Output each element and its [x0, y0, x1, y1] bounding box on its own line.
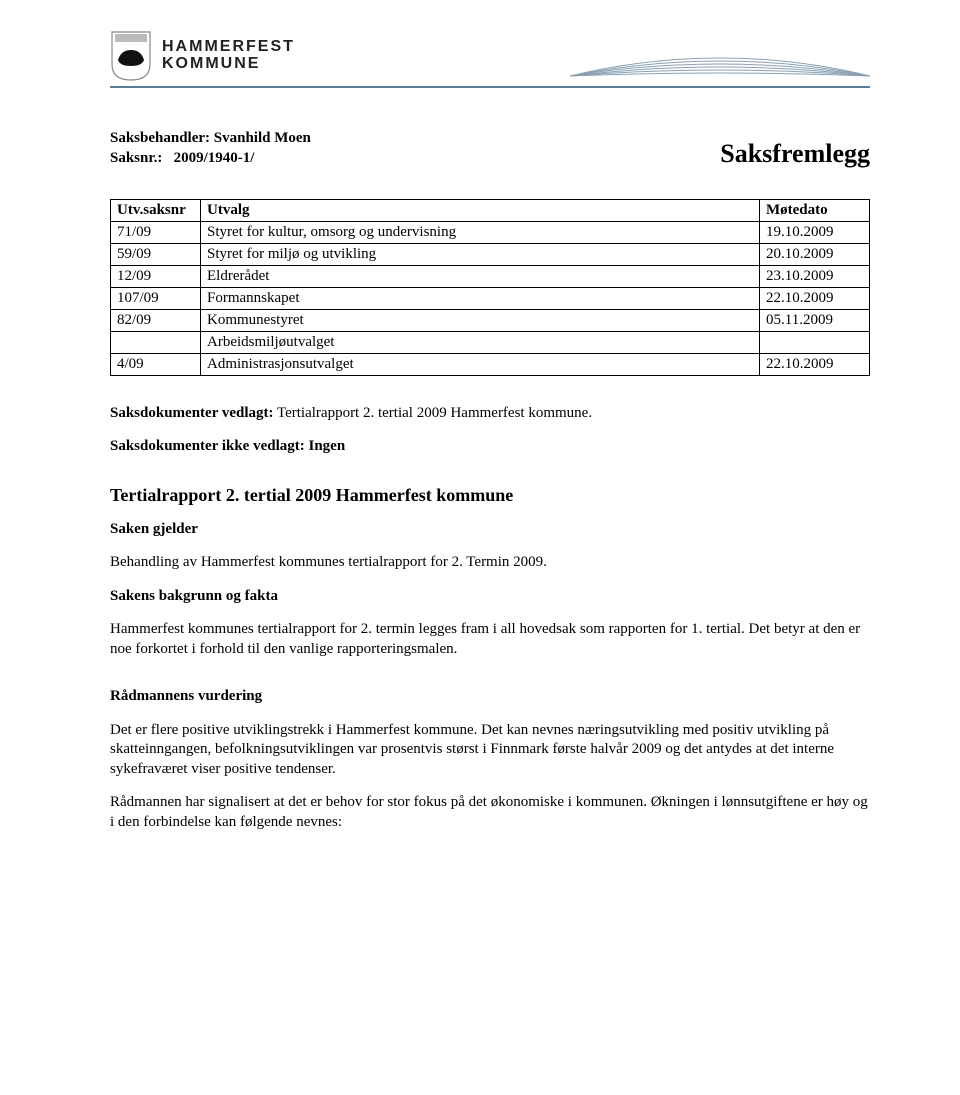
table-row: 107/09Formannskapet22.10.2009	[111, 287, 870, 309]
table-row: 71/09Styret for kultur, omsorg og underv…	[111, 221, 870, 243]
cell-nr: 107/09	[111, 287, 201, 309]
vurdering-h: Rådmannens vurdering	[110, 687, 870, 707]
cell-dato: 22.10.2009	[760, 353, 870, 375]
tertial-title: Tertialrapport 2. tertial 2009 Hammerfes…	[110, 485, 870, 506]
org-name: HAMMERFEST KOMMUNE	[162, 39, 295, 73]
ikke-vedlagt: Saksdokumenter ikke vedlagt: Ingen	[110, 437, 870, 457]
bakgrunn-p: Hammerfest kommunes tertialrapport for 2…	[110, 620, 870, 659]
cell-utvalg: Arbeidsmiljøutvalget	[201, 331, 760, 353]
page-header: HAMMERFEST KOMMUNE	[110, 30, 870, 88]
saksnr-value: 2009/1940-1/	[174, 150, 255, 166]
cell-nr: 4/09	[111, 353, 201, 375]
bakgrunn-h: Sakens bakgrunn og fakta	[110, 587, 870, 607]
cell-nr: 12/09	[111, 265, 201, 287]
table-row: 82/09Kommunestyret05.11.2009	[111, 309, 870, 331]
cell-utvalg: Formannskapet	[201, 287, 760, 309]
header-lines-icon	[570, 30, 870, 80]
cell-dato: 19.10.2009	[760, 221, 870, 243]
cell-utvalg: Administrasjonsutvalget	[201, 353, 760, 375]
th-nr: Utv.saksnr	[111, 199, 201, 221]
cell-dato	[760, 331, 870, 353]
committees-tbody: 71/09Styret for kultur, omsorg og underv…	[111, 221, 870, 375]
cell-utvalg: Styret for kultur, omsorg og undervisnin…	[201, 221, 760, 243]
saksnr-label: Saksnr.:	[110, 150, 162, 166]
table-row: Arbeidsmiljøutvalget	[111, 331, 870, 353]
saksbehandler-label: Saksbehandler:	[110, 130, 210, 146]
cell-nr: 59/09	[111, 243, 201, 265]
cell-utvalg: Kommunestyret	[201, 309, 760, 331]
cell-utvalg: Styret for miljø og utvikling	[201, 243, 760, 265]
cell-dato: 20.10.2009	[760, 243, 870, 265]
table-row: 12/09Eldrerådet23.10.2009	[111, 265, 870, 287]
th-utvalg: Utvalg	[201, 199, 760, 221]
saken-gjelder-h: Saken gjelder	[110, 520, 870, 540]
cell-nr: 71/09	[111, 221, 201, 243]
cell-dato: 05.11.2009	[760, 309, 870, 331]
shield-icon	[110, 30, 152, 82]
table-row: 4/09Administrasjonsutvalget22.10.2009	[111, 353, 870, 375]
page: HAMMERFEST KOMMUNE Saksbehandler: Svanhi…	[0, 0, 960, 886]
table-header-row: Utv.saksnr Utvalg Møtedato	[111, 199, 870, 221]
org-name-line1: HAMMERFEST	[162, 39, 295, 56]
saken-gjelder-p: Behandling av Hammerfest kommunes tertia…	[110, 553, 870, 573]
cell-dato: 23.10.2009	[760, 265, 870, 287]
vedlagt-text: Tertialrapport 2. tertial 2009 Hammerfes…	[277, 405, 592, 421]
table-row: 59/09Styret for miljø og utvikling20.10.…	[111, 243, 870, 265]
vurdering-p1: Det er flere positive utviklingstrekk i …	[110, 721, 870, 780]
saksbehandler-value: Svanhild Moen	[214, 130, 311, 146]
cell-utvalg: Eldrerådet	[201, 265, 760, 287]
cell-nr: 82/09	[111, 309, 201, 331]
cell-dato: 22.10.2009	[760, 287, 870, 309]
org-name-line2: KOMMUNE	[162, 56, 295, 73]
vedlagt-line: Saksdokumenter vedlagt: Tertialrapport 2…	[110, 404, 870, 424]
cell-nr	[111, 331, 201, 353]
vedlagt-section: Saksdokumenter vedlagt: Tertialrapport 2…	[110, 404, 870, 457]
committees-table: Utv.saksnr Utvalg Møtedato 71/09Styret f…	[110, 199, 870, 376]
vedlagt-label: Saksdokumenter vedlagt:	[110, 405, 274, 421]
th-dato: Møtedato	[760, 199, 870, 221]
logo-block: HAMMERFEST KOMMUNE	[110, 30, 295, 82]
vurdering-p2: Rådmannen har signalisert at det er beho…	[110, 793, 870, 832]
